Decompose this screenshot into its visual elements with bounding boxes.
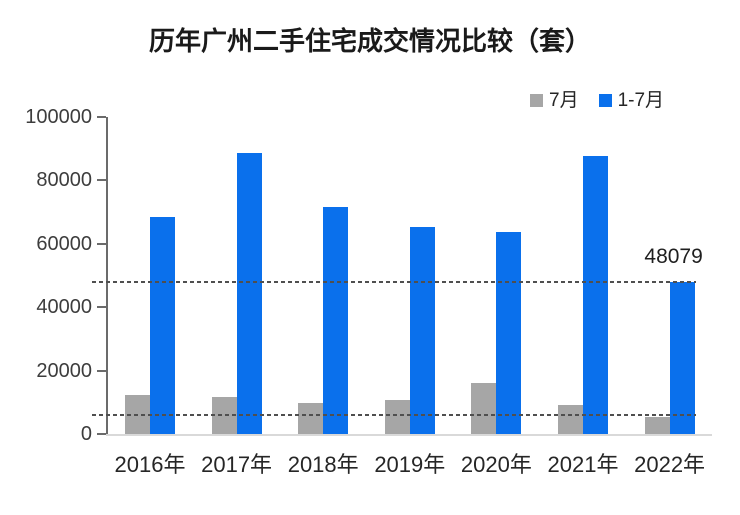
bar-jan-jul xyxy=(409,226,435,434)
y-axis-line xyxy=(106,117,108,436)
legend-label: 7月 xyxy=(549,90,579,111)
x-axis-category-label: 2018年 xyxy=(287,452,359,477)
y-axis-tick-label: 80000 xyxy=(36,169,92,192)
y-axis-tick xyxy=(97,242,106,245)
bar-july xyxy=(384,400,410,434)
bar-july xyxy=(644,416,670,434)
bar-july xyxy=(471,383,497,434)
dashed-reference-line xyxy=(92,413,696,416)
legend: 7月 1-7月 xyxy=(530,91,664,110)
x-axis-category-label: 2019年 xyxy=(374,452,446,477)
dashed-reference-line xyxy=(92,280,696,283)
x-axis-category-label: 2016年 xyxy=(114,452,186,477)
bar-jan-jul xyxy=(150,217,175,434)
bar-jan-jul xyxy=(236,153,262,434)
y-axis-tick-label: 40000 xyxy=(36,296,92,319)
y-axis-tick-label: 20000 xyxy=(36,359,92,382)
x-axis-category-label: 2017年 xyxy=(201,452,273,477)
legend-swatch-icon xyxy=(598,94,612,107)
legend-item: 7月 xyxy=(530,91,579,110)
x-axis-category-label: 2021年 xyxy=(547,452,619,477)
y-axis-tick-label: 100000 xyxy=(25,106,92,128)
y-axis-tick-label: 0 xyxy=(80,423,92,445)
y-axis-tick xyxy=(97,306,106,309)
chart-title: 历年广州二手住宅成交情况比较（套） xyxy=(148,26,591,56)
bar-jan-jul xyxy=(496,231,522,434)
y-axis-tick xyxy=(97,179,106,182)
data-label: 48079 xyxy=(644,244,703,268)
bar-jan-jul xyxy=(669,281,695,434)
y-axis-tick-label: 60000 xyxy=(36,232,92,255)
bar-july xyxy=(298,402,324,434)
x-axis-line xyxy=(106,434,712,436)
x-axis-category-label: 2020年 xyxy=(460,452,532,477)
legend-swatch-icon xyxy=(530,94,543,107)
bar-july xyxy=(558,404,583,434)
x-axis-category-label: 2022年 xyxy=(634,452,706,477)
y-axis-tick xyxy=(97,369,106,372)
legend-item: 1-7月 xyxy=(598,90,665,111)
y-axis-tick xyxy=(97,116,106,118)
bar-jan-jul xyxy=(583,155,608,434)
legend-label: 1-7月 xyxy=(617,90,665,111)
y-axis-tick xyxy=(97,433,106,435)
bar-jan-jul xyxy=(323,207,349,434)
